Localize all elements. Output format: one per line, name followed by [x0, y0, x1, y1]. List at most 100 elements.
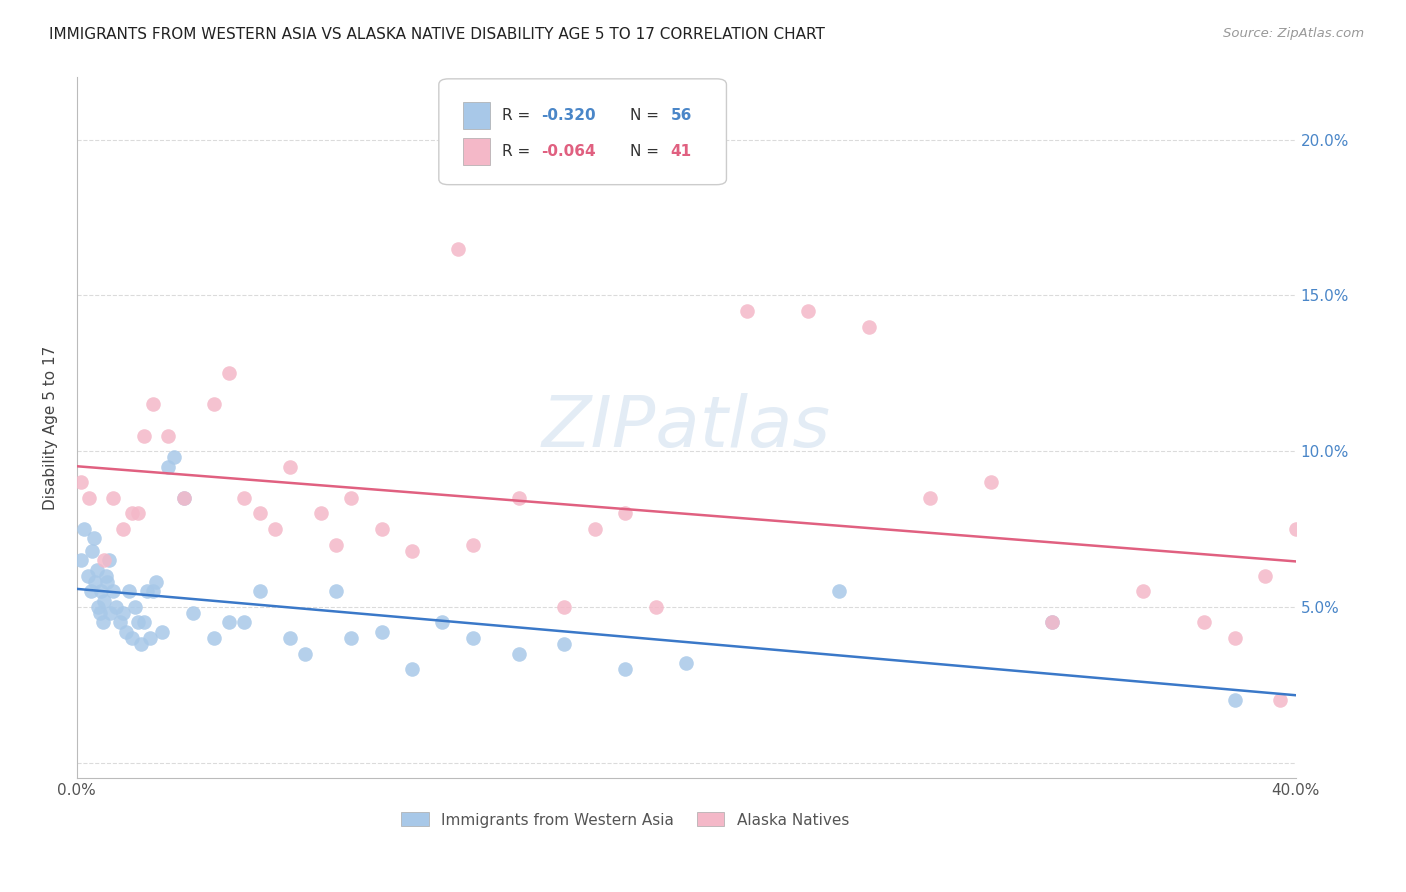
Point [614, 662, 637, 676]
Point [1132, 584, 1154, 599]
Point [1192, 615, 1215, 630]
Point [340, 491, 363, 505]
Point [325, 584, 347, 599]
Point [90, 584, 112, 599]
Point [233, 491, 256, 505]
Point [127, 507, 149, 521]
Point [121, 631, 143, 645]
Point [139, 631, 162, 645]
FancyBboxPatch shape [439, 78, 727, 185]
Point [124, 599, 146, 614]
Point [111, 522, 134, 536]
Point [100, 606, 122, 620]
Point [70, 553, 93, 567]
Point [173, 491, 195, 505]
Point [77, 491, 100, 505]
Point [461, 631, 484, 645]
Point [157, 428, 180, 442]
Point [118, 584, 141, 599]
Point [86, 563, 108, 577]
Point [121, 507, 143, 521]
Point [1040, 615, 1063, 630]
Point [980, 475, 1002, 490]
Point [1223, 693, 1246, 707]
Text: R =: R = [502, 145, 536, 160]
Point [309, 507, 332, 521]
Text: ZIPatlas: ZIPatlas [541, 393, 831, 462]
Point [91, 615, 114, 630]
Point [73, 522, 96, 536]
Point [461, 538, 484, 552]
Point [325, 538, 347, 552]
Point [553, 637, 575, 651]
Legend: Immigrants from Western Asia, Alaska Natives: Immigrants from Western Asia, Alaska Nat… [395, 806, 855, 834]
Point [142, 584, 165, 599]
Point [1223, 631, 1246, 645]
Point [370, 624, 392, 639]
Point [108, 615, 131, 630]
Text: Source: ZipAtlas.com: Source: ZipAtlas.com [1223, 27, 1364, 40]
Point [278, 631, 301, 645]
Point [614, 507, 637, 521]
Point [114, 624, 136, 639]
Point [70, 475, 93, 490]
Point [249, 507, 271, 521]
FancyBboxPatch shape [463, 102, 491, 128]
Point [1284, 522, 1306, 536]
Point [103, 584, 125, 599]
Point [401, 662, 423, 676]
Text: N =: N = [630, 108, 664, 123]
Point [163, 450, 186, 465]
Point [127, 615, 149, 630]
Point [89, 606, 111, 620]
Point [93, 593, 115, 607]
Point [82, 544, 104, 558]
Text: N =: N = [630, 145, 664, 160]
Point [87, 599, 110, 614]
Point [1040, 615, 1063, 630]
Text: 41: 41 [671, 145, 692, 160]
Text: -0.320: -0.320 [541, 108, 596, 123]
Point [401, 544, 423, 558]
Point [84, 574, 107, 589]
Point [202, 631, 225, 645]
Point [157, 459, 180, 474]
Point [675, 656, 697, 670]
Point [1270, 693, 1292, 707]
Point [173, 491, 195, 505]
Point [553, 599, 575, 614]
Point [83, 532, 105, 546]
Text: -0.064: -0.064 [541, 145, 596, 160]
Point [181, 606, 204, 620]
Point [129, 637, 152, 651]
Point [136, 584, 159, 599]
Point [583, 522, 606, 536]
Text: R =: R = [502, 108, 536, 123]
Point [218, 615, 240, 630]
Point [249, 584, 271, 599]
Point [370, 522, 392, 536]
Point [294, 647, 316, 661]
Point [105, 599, 128, 614]
Point [96, 574, 118, 589]
Point [918, 491, 941, 505]
Point [858, 319, 880, 334]
Point [1254, 568, 1277, 582]
Point [94, 568, 117, 582]
Point [218, 367, 240, 381]
Point [644, 599, 666, 614]
Point [827, 584, 849, 599]
Text: IMMIGRANTS FROM WESTERN ASIA VS ALASKA NATIVE DISABILITY AGE 5 TO 17 CORRELATION: IMMIGRANTS FROM WESTERN ASIA VS ALASKA N… [49, 27, 825, 42]
Point [508, 491, 530, 505]
Point [447, 242, 470, 256]
Point [142, 397, 165, 411]
Point [97, 553, 120, 567]
Point [797, 304, 820, 318]
Point [132, 615, 155, 630]
Y-axis label: Disability Age 5 to 17: Disability Age 5 to 17 [44, 346, 58, 510]
Point [93, 553, 115, 567]
Point [233, 615, 256, 630]
Point [340, 631, 363, 645]
Point [103, 491, 125, 505]
Text: 56: 56 [671, 108, 692, 123]
